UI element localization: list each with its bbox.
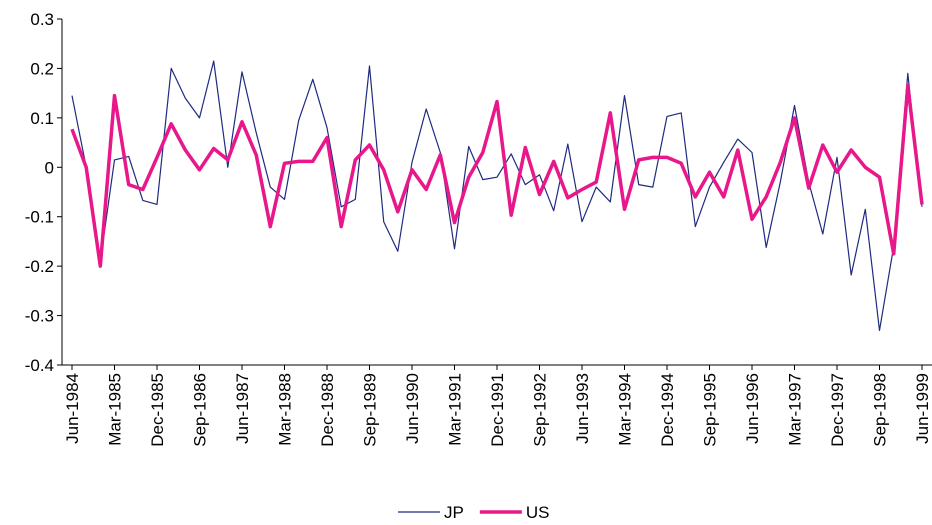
x-tick-label: Jun-1984 <box>63 373 82 444</box>
series-line <box>70 83 924 268</box>
x-tick-label: Mar-1991 <box>446 373 465 446</box>
x-tick-label: Sep-1995 <box>701 373 720 447</box>
x-tick-label: Sep-1986 <box>191 373 210 447</box>
x-tick-label: Mar-1997 <box>786 373 805 446</box>
x-tick-label: Dec-1988 <box>318 373 337 447</box>
x-tick-label: Dec-1985 <box>148 373 167 447</box>
x-tick-label: Sep-1992 <box>531 373 550 447</box>
x-tick-label: Jun-1987 <box>233 373 252 444</box>
y-tick-label: -0.3 <box>25 307 54 326</box>
legend-label: JP <box>444 503 464 522</box>
y-tick-label: -0.4 <box>25 356 54 375</box>
y-tick-label: -0.1 <box>25 208 54 227</box>
y-tick-label: 0.3 <box>30 10 54 29</box>
legend-label: US <box>526 503 550 522</box>
x-tick-label: Mar-1994 <box>616 373 635 446</box>
y-tick-label: 0.2 <box>30 59 54 78</box>
y-tick-label: 0.1 <box>30 109 54 128</box>
x-tick-label: Sep-1989 <box>361 373 380 447</box>
x-tick-label: Jun-1990 <box>403 373 422 444</box>
series-line <box>71 60 923 331</box>
x-tick-label: Mar-1988 <box>276 373 295 446</box>
x-tick-label: Jun-1999 <box>913 373 932 444</box>
x-tick-label: Jun-1996 <box>743 373 762 444</box>
x-tick-label: Dec-1997 <box>828 373 847 447</box>
y-tick-label: -0.2 <box>25 257 54 276</box>
x-tick-label: Dec-1991 <box>488 373 507 447</box>
x-tick-label: Dec-1994 <box>658 373 677 447</box>
x-tick-label: Sep-1998 <box>871 373 890 447</box>
y-tick-label: 0 <box>45 158 54 177</box>
x-tick-label: Jun-1993 <box>573 373 592 444</box>
x-tick-label: Mar-1985 <box>106 373 125 446</box>
